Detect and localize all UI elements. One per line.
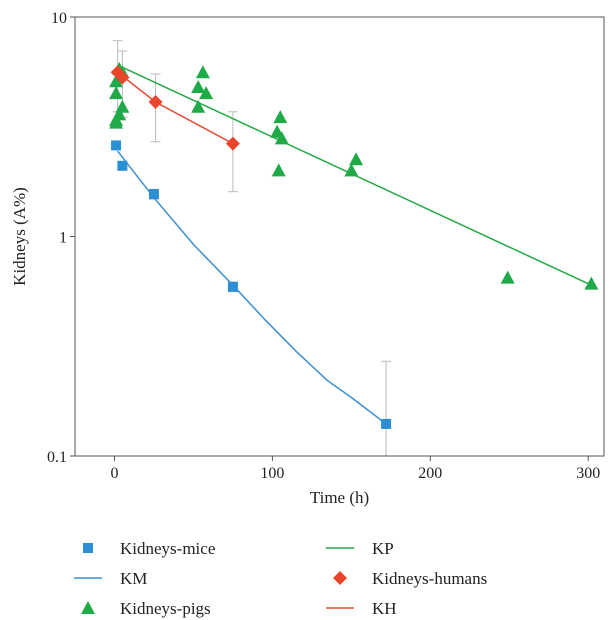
kidneys-pigs-point (273, 110, 288, 124)
kidneys-pigs-point (112, 107, 127, 121)
y-tick-label: 10 (51, 10, 67, 27)
kidneys-pigs-point (584, 276, 599, 290)
kidneys-pigs-point (349, 152, 364, 166)
kidneys-pigs-point (274, 131, 289, 145)
kidneys-mice-error-bars (148, 188, 392, 457)
legend-label: Kidneys-mice (120, 539, 215, 558)
kidneys-mice-point (227, 281, 238, 292)
kidneys-pigs-point (109, 86, 124, 100)
kidneys-humans-point (148, 94, 163, 109)
kidneys-humans-point (115, 70, 130, 85)
x-tick-label: 300 (576, 465, 600, 482)
kidneys-pigs-point (191, 99, 206, 113)
kidneys-mice-point (148, 189, 159, 200)
legend-label: KM (120, 569, 147, 588)
legend-item: Kidneys-pigs (81, 599, 211, 618)
y-axis-label: Kidneys (A%) (10, 187, 29, 286)
y-tick-label: 1 (59, 230, 67, 247)
axes: 0 100 200 300 0.1 1 10 Time (h) Kidneys (A%) (10, 10, 605, 507)
kidneys-pigs-point (109, 74, 124, 88)
legend-marker-swatch (83, 543, 93, 553)
legend-label: KH (372, 599, 397, 618)
kidneys-pigs-point (500, 270, 515, 284)
legend-item: Kidneys-mice (83, 539, 215, 558)
x-tick-label: 100 (260, 465, 284, 482)
legend-marker-swatch (81, 601, 95, 614)
legend-item: Kidneys-humans (333, 569, 487, 588)
legend-item: KP (326, 539, 394, 558)
legend: Kidneys-mice KP KM Kidneys-humans Kidneys-pi… (74, 539, 487, 618)
legend-marker-swatch (333, 571, 347, 585)
y-axis-ticks: 0.1 1 10 (47, 10, 75, 466)
kidneys-mice-point (381, 418, 392, 429)
y-tick-label: 0.1 (47, 449, 67, 466)
x-tick-label: 0 (110, 465, 118, 482)
legend-label: Kidneys-pigs (120, 599, 211, 618)
x-tick-label: 200 (418, 465, 442, 482)
legend-item: KH (326, 599, 397, 618)
x-axis-label: Time (h) (310, 488, 369, 507)
kidneys-pigs-point (191, 79, 206, 93)
kidneys-pigs-point (199, 86, 214, 100)
kidneys-mice-points (111, 140, 392, 429)
plot-area (109, 40, 599, 457)
legend-item: KM (74, 569, 147, 588)
kh-line (117, 71, 234, 145)
km-line (117, 150, 387, 425)
kidneys-pigs-point (195, 65, 210, 79)
kidneys-pigs-points (109, 61, 599, 290)
kidneys-pigs-point (115, 99, 130, 113)
kidneys-humans-points (110, 65, 240, 151)
kidneys-mice-point (111, 140, 122, 151)
x-axis-ticks: 0 100 200 300 (110, 456, 600, 482)
kidneys-pigs-point (344, 163, 359, 177)
legend-label: Kidneys-humans (372, 569, 487, 588)
kidneys-mice-point (117, 160, 128, 171)
legend-label: KP (372, 539, 394, 558)
kidneys-pigs-point (271, 163, 286, 177)
kidneys-humans-point (225, 136, 240, 151)
